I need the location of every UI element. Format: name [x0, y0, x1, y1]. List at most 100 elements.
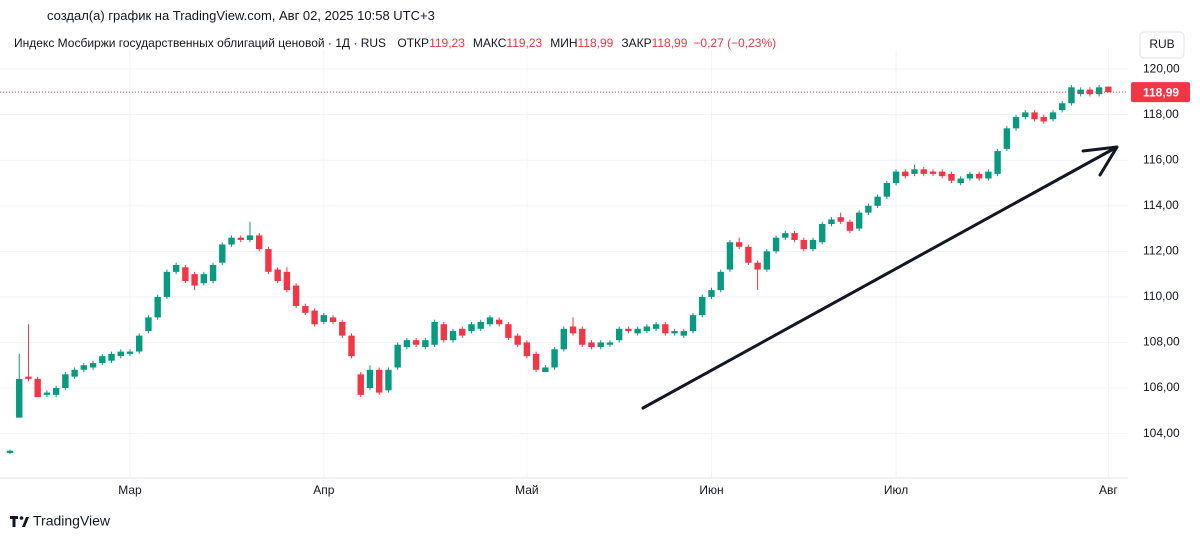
candle-body: [745, 246, 752, 263]
candle-body: [920, 169, 927, 174]
candle-body: [634, 328, 641, 334]
y-tick-label: 106,00: [1143, 380, 1180, 394]
candle-body: [542, 367, 549, 373]
candle-body: [89, 362, 97, 368]
candle-body: [865, 205, 872, 213]
candle-body: [948, 173, 955, 181]
candle-body: [671, 331, 678, 334]
caption: создал(а) график на TradingView.com, Авг…: [47, 8, 435, 23]
candle-body: [819, 224, 826, 243]
x-tick-label: Мар: [118, 483, 142, 497]
y-tick-label: 110,00: [1143, 289, 1179, 303]
candle-body: [772, 237, 780, 252]
stat-value: 119,23: [429, 36, 465, 50]
candle-body: [376, 369, 383, 393]
stat-value: 119,23: [506, 36, 543, 50]
y-tick-label: 104,00: [1143, 426, 1180, 440]
candle-body: [182, 267, 189, 281]
candle-body: [735, 242, 743, 247]
candle-body: [560, 328, 567, 350]
candle-body: [1049, 112, 1057, 120]
candle-body: [985, 171, 992, 179]
stat-label: МАКС: [472, 36, 507, 50]
candle-body: [837, 217, 844, 222]
candle-body: [791, 233, 798, 240]
change: −0,27 (−0,23%): [693, 36, 777, 50]
candle-body: [468, 324, 475, 332]
y-tick-label: 112,00: [1143, 244, 1179, 258]
candle-body: [477, 321, 484, 329]
candle-body: [929, 171, 937, 174]
candle-body: [274, 269, 281, 281]
candle-body: [606, 342, 614, 345]
candle-body: [588, 342, 595, 348]
candle-body: [366, 369, 374, 389]
candle-body: [80, 365, 88, 370]
candle-body: [874, 196, 881, 206]
candle-body: [71, 369, 78, 377]
candle-body: [1105, 86, 1112, 93]
stat-value: 118,99: [577, 36, 614, 50]
candle-body: [228, 237, 235, 245]
candle-body: [385, 369, 392, 391]
logo: TradingView: [10, 513, 111, 529]
candle-body: [643, 326, 651, 332]
candle-body: [219, 244, 226, 263]
candle-body: [569, 326, 577, 334]
candle-body: [754, 262, 761, 270]
stat-value: 118,99: [651, 36, 688, 50]
candle-body: [699, 296, 706, 316]
last-price-label: 118,99: [1143, 85, 1179, 99]
candle-body: [1022, 112, 1029, 117]
candle-body: [6, 450, 14, 453]
candle-body: [1095, 87, 1103, 95]
candle-body: [339, 321, 346, 336]
candle-body: [99, 356, 106, 363]
candle-body: [800, 239, 807, 250]
candle-body: [662, 324, 669, 334]
candle-body: [209, 265, 217, 281]
candle-body: [265, 249, 272, 272]
candle-body: [108, 353, 115, 361]
candle-body: [1003, 128, 1011, 149]
x-tick-label: Авг: [1099, 483, 1118, 497]
candle-body: [975, 173, 983, 179]
candle-body: [514, 335, 521, 345]
candle-body: [422, 340, 429, 348]
candle-body: [1012, 116, 1020, 129]
candle-body: [1031, 112, 1038, 120]
currency-button[interactable]: [1139, 31, 1185, 59]
candle-body: [292, 285, 300, 307]
candle-body: [1059, 103, 1066, 111]
candle-body: [717, 271, 724, 291]
candle-body: [902, 171, 909, 177]
x-tick-label: Апр: [313, 483, 335, 497]
candle-body: [708, 290, 715, 297]
candle-body: [449, 331, 457, 341]
candle-body: [357, 374, 364, 395]
candle-body: [62, 374, 69, 389]
candle-body: [523, 342, 531, 357]
arrow-drawing: [641, 145, 1119, 410]
candle-body: [1040, 116, 1047, 122]
candle-body: [459, 328, 466, 336]
candle-body: [846, 221, 854, 231]
candle-body: [551, 349, 558, 368]
candle-body: [16, 378, 23, 418]
symbol-info: Индекс Мосбиржи государственных облигаци…: [14, 36, 782, 50]
candle-body: [689, 315, 697, 332]
candle-body: [763, 251, 771, 270]
candle-body: [828, 219, 835, 225]
candle-body: [52, 388, 60, 395]
candle-body: [911, 169, 918, 174]
candle-body: [809, 239, 817, 250]
candle-body: [532, 353, 540, 370]
candle-body: [329, 317, 337, 322]
y-tick-label: 108,00: [1143, 335, 1180, 349]
candle-body: [680, 331, 687, 336]
candle-body: [726, 242, 734, 270]
x-tick-label: Май: [515, 483, 539, 497]
candle-body: [394, 344, 401, 368]
plot: [0, 50, 1128, 478]
